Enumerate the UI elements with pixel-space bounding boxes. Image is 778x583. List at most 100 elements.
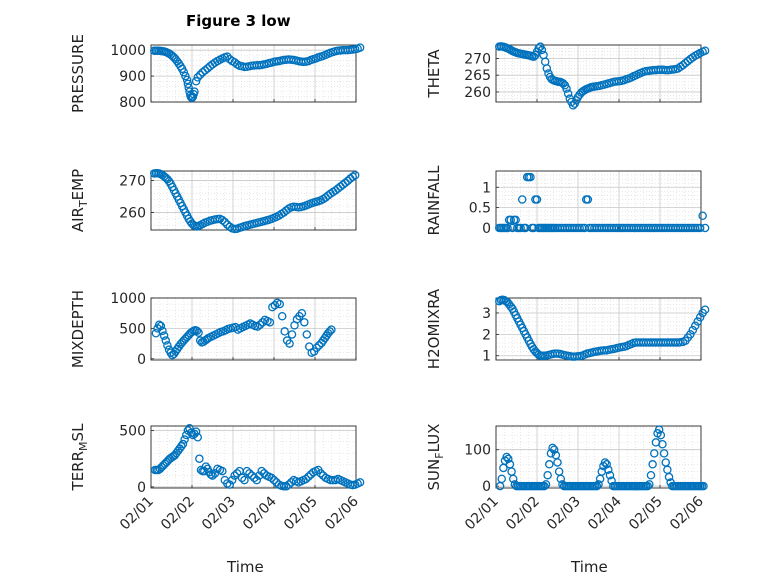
data-point (511, 215, 520, 225)
data-point (691, 223, 700, 233)
data-point (312, 343, 321, 353)
data-point (159, 331, 169, 340)
data-point (279, 482, 289, 491)
x-axis-label-right: Time (571, 558, 608, 576)
series-markers (150, 424, 365, 491)
x-tick-label: 02/01 (462, 494, 502, 534)
data-point (700, 223, 710, 233)
panel-air-temp: 260 270 AIRTEMP (69, 168, 360, 234)
data-point (540, 481, 549, 491)
data-point (287, 330, 297, 339)
data-point (304, 472, 313, 481)
y-tick-label: 265 (464, 68, 491, 84)
data-point (193, 433, 202, 442)
data-point (604, 465, 613, 475)
data-point (300, 318, 309, 327)
data-point (193, 73, 202, 82)
data-point (200, 66, 210, 75)
data-point (194, 328, 203, 337)
data-point (191, 427, 201, 436)
data-point (503, 223, 512, 233)
x-tick-label: 02/04 (240, 493, 280, 533)
data-point (516, 223, 525, 233)
data-point (192, 326, 202, 336)
data-point (650, 449, 659, 458)
x-tick-label: 02/02 (158, 494, 198, 534)
data-point (355, 43, 365, 52)
data-point (664, 472, 674, 482)
data-point (268, 302, 277, 312)
data-point (158, 326, 167, 336)
axes-box (495, 297, 702, 361)
data-point (648, 460, 657, 469)
series-markers (495, 42, 710, 110)
data-point (255, 320, 265, 329)
data-point (656, 430, 666, 440)
panel-h2omixra: 1 2 3 H2OMIXRA (425, 288, 710, 369)
panel-rainfall: 0 0.5 1 RAINFALL (425, 165, 710, 237)
data-point (592, 481, 602, 491)
y-axis-label: RAINFALL (425, 165, 443, 236)
data-point (208, 471, 217, 480)
y-tick-label: 270 (464, 51, 491, 67)
data-point (301, 474, 311, 484)
data-point (556, 474, 566, 484)
x-axis-label-left: Time (227, 558, 264, 576)
series-markers (150, 168, 360, 234)
x-tick-label: 02/04 (585, 493, 625, 533)
data-point (225, 480, 234, 489)
axes-box (150, 297, 357, 361)
data-point (184, 83, 193, 93)
data-point (583, 195, 593, 204)
data-point (220, 217, 230, 227)
data-point (183, 79, 193, 89)
data-point (195, 70, 205, 80)
data-point (686, 330, 695, 339)
data-point (700, 46, 710, 55)
data-point (316, 469, 325, 478)
y-tick-label: 1 (482, 349, 491, 365)
data-point (497, 474, 506, 484)
data-point (691, 321, 700, 331)
data-point (156, 321, 166, 331)
data-point (270, 301, 280, 310)
series-markers (150, 43, 365, 103)
y-axis-label: MIXDEPTH (69, 290, 87, 368)
y-tick-label: 1 (482, 180, 491, 196)
y-axis-label: SUNFLUX (425, 424, 446, 491)
data-point (218, 215, 227, 225)
data-point (325, 327, 335, 336)
axes-box (150, 44, 357, 103)
y-axis-label: TERRMSL (69, 423, 90, 492)
y-tick-label: 0 (137, 352, 146, 368)
data-point (563, 89, 573, 98)
x-tick-label: 02/02 (503, 494, 543, 534)
data-point (646, 470, 656, 480)
data-point (280, 327, 289, 336)
data-point (600, 458, 610, 467)
data-point (695, 223, 705, 233)
data-point (250, 473, 259, 483)
y-tick-label: 260 (464, 85, 491, 101)
y-tick-label: 500 (119, 424, 146, 440)
data-point (700, 305, 710, 315)
data-point (542, 64, 552, 73)
series-markers (495, 295, 710, 361)
data-point (654, 425, 664, 434)
data-point (240, 475, 249, 485)
y-tick-label: 260 (119, 205, 146, 221)
data-point (698, 211, 707, 221)
data-point (179, 67, 189, 77)
data-point (269, 475, 279, 485)
data-point (195, 454, 204, 463)
data-point (297, 308, 307, 318)
y-tick-label: 2 (482, 327, 491, 343)
series-markers (151, 298, 336, 360)
data-point (699, 481, 708, 491)
data-point (526, 172, 535, 182)
series-markers (495, 172, 710, 233)
data-point (594, 480, 603, 489)
data-point (645, 480, 654, 489)
y-tick-label: 100 (464, 443, 491, 459)
